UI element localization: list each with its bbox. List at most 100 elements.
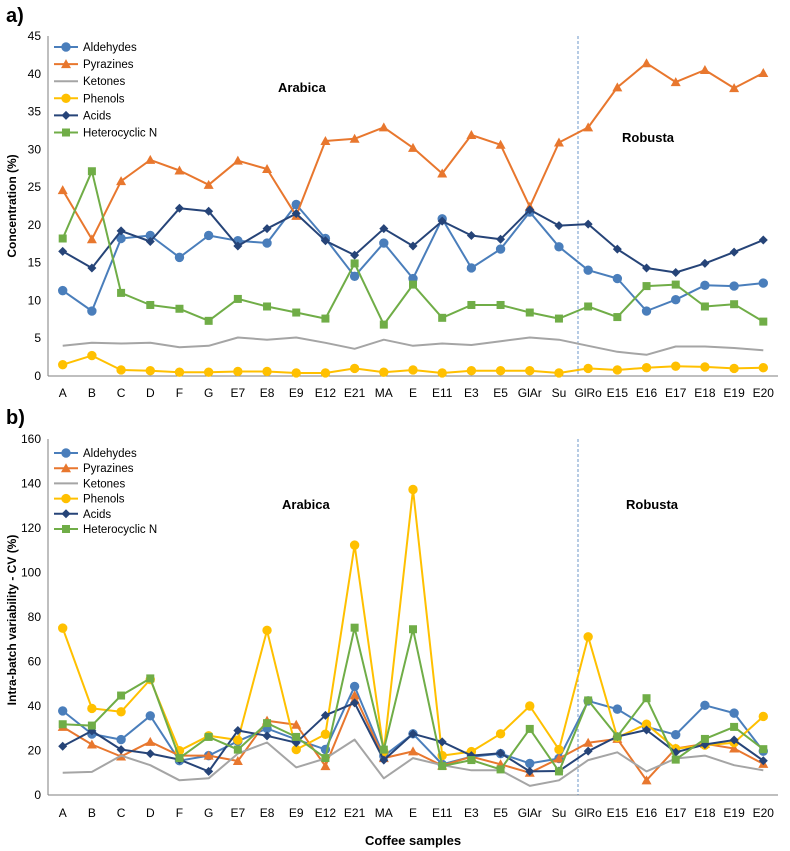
data-point-phenols-su: [554, 368, 564, 378]
data-point-heterocyclic-n-e19: [730, 300, 739, 309]
data-point-acids-ma: [379, 224, 389, 234]
data-point-heterocyclic-n-e21: [350, 623, 359, 632]
x-tick-label-e7: E7: [231, 806, 246, 820]
data-point-acids-e7: [233, 241, 243, 251]
legend-label-heterocyclic-n: Heterocyclic N: [83, 128, 157, 140]
series-acids: [58, 203, 768, 277]
data-point-heterocyclic-n-e3: [467, 300, 476, 309]
data-point-pyrazines-e: [408, 142, 418, 152]
data-point-pyrazines-glro: [583, 122, 594, 132]
data-point-phenols-e19: [729, 363, 739, 374]
data-point-acids-e15: [612, 244, 622, 254]
x-tick-label-e19: E19: [723, 806, 745, 820]
data-point-acids-e12: [320, 710, 330, 720]
data-point-pyrazines-e21: [349, 133, 360, 143]
x-tick-label-e15: E15: [607, 806, 629, 820]
data-point-heterocyclic-n-e16: [642, 282, 651, 291]
data-point-phenols-e21: [349, 540, 360, 550]
data-point-acids-d: [145, 237, 155, 247]
data-point-aldehydes-e16: [641, 306, 652, 316]
data-point-heterocyclic-n-e12: [321, 754, 330, 763]
data-point-phenols-a: [58, 359, 68, 370]
data-point-acids-e: [408, 241, 418, 251]
y-tick-label: 160: [21, 432, 41, 446]
panel-a-chart: a) 0 5 10 15 20 25 30 35 40 45 Concentration (%) A B C…: [5, 5, 778, 400]
data-point-pyrazines-glro: [583, 737, 594, 747]
data-point-pyrazines-e19: [729, 743, 740, 753]
data-point-acids-e18: [700, 258, 710, 268]
data-point-acids-su: [554, 221, 564, 231]
x-tick-label-su: Su: [552, 386, 567, 400]
data-point-aldehydes-e19: [729, 708, 739, 718]
data-point-acids-e8: [262, 224, 272, 234]
data-point-phenols-b: [87, 350, 97, 361]
data-point-heterocyclic-n-glar: [525, 308, 534, 317]
x-tick-label-glro: GlRo: [574, 386, 602, 400]
data-point-aldehydes-e21: [349, 681, 360, 692]
data-point-pyrazines-su: [553, 753, 564, 763]
y-tick-label: 15: [28, 256, 42, 270]
data-point-heterocyclic-n-e9: [292, 732, 301, 741]
data-point-heterocyclic-n-e17: [671, 280, 680, 289]
data-point-aldehydes-e21: [349, 271, 360, 281]
data-point-phenols-b: [87, 703, 97, 714]
x-tick-label-glar: GlAr: [518, 806, 542, 820]
data-point-heterocyclic-n-e15: [613, 313, 622, 322]
data-point-aldehydes-a: [58, 706, 68, 716]
data-point-phenols-e: [408, 484, 418, 495]
legend-marker-heterocyclic-n: [62, 525, 70, 533]
panel-letter: a): [6, 5, 24, 27]
legend: Aldehydes Pyrazines Ketones Phenols Acids Het…: [54, 448, 157, 536]
data-point-heterocyclic-n-a: [58, 234, 67, 243]
y-tick-label: 40: [28, 699, 42, 713]
data-point-phenols-e12: [320, 368, 331, 378]
y-axis-title: Concentration (%): [5, 154, 19, 257]
data-point-aldehydes-e20: [758, 278, 768, 288]
annotation-arabica: Arabica: [278, 80, 326, 95]
y-tick-label: 60: [28, 655, 42, 669]
y-tick-label: 5: [34, 331, 41, 345]
data-point-heterocyclic-n-e: [409, 625, 417, 634]
x-tick-label-e16: E16: [636, 386, 658, 400]
data-point-heterocyclic-n-c: [117, 691, 126, 700]
x-tick-label-e9: E9: [289, 386, 304, 400]
data-point-pyrazines-d: [145, 154, 156, 164]
x-tick-label-e8: E8: [260, 386, 275, 400]
y-tick-label: 20: [28, 744, 42, 758]
data-point-phenols-e16: [641, 362, 652, 373]
x-tick-label-e7: E7: [231, 386, 246, 400]
data-point-phenols-e5: [495, 729, 506, 739]
x-tick-label-e20: E20: [753, 806, 775, 820]
data-point-acids-e11: [437, 216, 447, 226]
x-tick-label-e3: E3: [464, 386, 479, 400]
data-point-phenols-e: [408, 365, 418, 375]
data-point-pyrazines-b: [86, 739, 97, 749]
data-point-acids-e20: [758, 756, 768, 766]
data-point-heterocyclic-n-e9: [292, 308, 301, 317]
data-point-heterocyclic-n-e3: [467, 756, 476, 765]
x-tick-label-e20: E20: [753, 386, 775, 400]
x-axis-title: Coffee samples: [365, 833, 461, 848]
data-point-heterocyclic-n-ma: [379, 320, 388, 329]
x-tick-label-e18: E18: [694, 386, 716, 400]
x-tick-label-e5: E5: [493, 386, 508, 400]
data-point-phenols-e11: [437, 368, 447, 378]
data-point-aldehydes-e17: [671, 730, 681, 740]
data-point-acids-glar: [525, 766, 535, 776]
y-tick-label: 0: [34, 788, 41, 802]
data-point-pyrazines-e16: [641, 775, 652, 785]
data-point-acids-e16: [642, 263, 652, 273]
data-point-heterocyclic-n-glro: [584, 696, 593, 705]
y-tick-label: 10: [28, 293, 42, 307]
data-point-pyrazines-e17: [670, 77, 681, 87]
data-point-acids-f: [174, 203, 184, 213]
data-point-pyrazines-e7: [232, 155, 243, 165]
x-tick-label-e5: E5: [493, 806, 508, 820]
data-point-acids-e16: [642, 725, 652, 735]
data-point-phenols-e12: [320, 729, 331, 739]
data-point-pyrazines-e12: [320, 761, 331, 771]
series-aldehydes: [58, 681, 768, 769]
data-point-heterocyclic-n-e5: [496, 765, 505, 774]
data-point-acids-e19: [729, 735, 739, 745]
series-ketones: [62, 336, 764, 356]
